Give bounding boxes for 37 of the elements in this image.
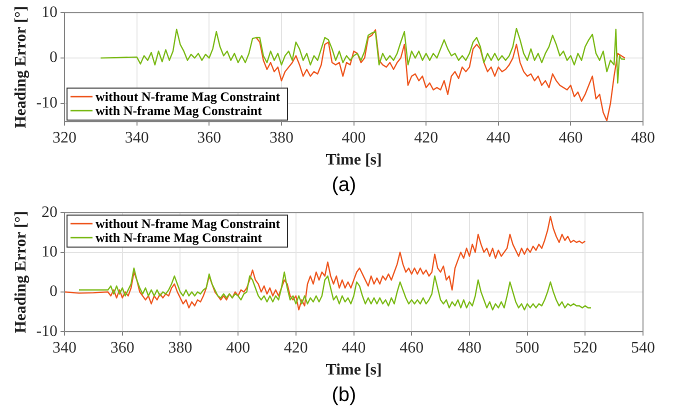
x-tick-label: 460 (400, 339, 424, 356)
x-tick-label: 480 (631, 129, 655, 146)
x-tick-label: 380 (269, 129, 294, 146)
x-axis-title: Time [s] (326, 362, 382, 379)
y-axis-title: Heading Error [°] (12, 6, 30, 128)
x-tick-label: 540 (631, 339, 655, 356)
x-axis-title: Time [s] (326, 152, 382, 169)
x-tick-label: 400 (342, 129, 366, 146)
legend-label: without N-frame Mag Constraint (96, 88, 281, 104)
x-tick-label: 420 (414, 129, 438, 146)
text: (b) (330, 383, 358, 408)
x-tick-label: 320 (52, 129, 77, 146)
x-tick-label: 520 (573, 339, 598, 356)
x-tick-label: 340 (124, 129, 149, 146)
x-tick-label: 460 (558, 129, 583, 146)
x-tick-label: 380 (168, 339, 192, 356)
legend-label: without N-frame Mag Constraint (96, 216, 281, 231)
x-tick-label: 500 (515, 339, 540, 356)
legend-label: with N-frame Mag Constraint (96, 230, 263, 245)
y-tick-label: -10 (36, 322, 58, 340)
x-tick-label: 360 (197, 129, 222, 146)
y-tick-label: 0 (50, 49, 58, 66)
text: (a) (330, 173, 358, 198)
y-tick-label: 10 (42, 243, 58, 260)
x-tick-label: 440 (486, 129, 510, 146)
y-tick-label: 0 (50, 283, 58, 300)
y-tick-label: 20 (42, 204, 58, 221)
y-axis-title: Heading Error [°] (12, 210, 30, 334)
x-tick-label: 400 (226, 339, 250, 356)
y-tick-label: -10 (36, 94, 58, 112)
y-tick-label: 10 (42, 4, 58, 21)
x-tick-label: 440 (342, 339, 366, 356)
x-tick-label: 420 (284, 339, 308, 356)
x-tick-label: 340 (52, 339, 77, 356)
legend-label: with N-frame Mag Constraint (96, 102, 263, 118)
x-tick-label: 360 (110, 339, 134, 356)
x-tick-label: 480 (457, 339, 482, 356)
